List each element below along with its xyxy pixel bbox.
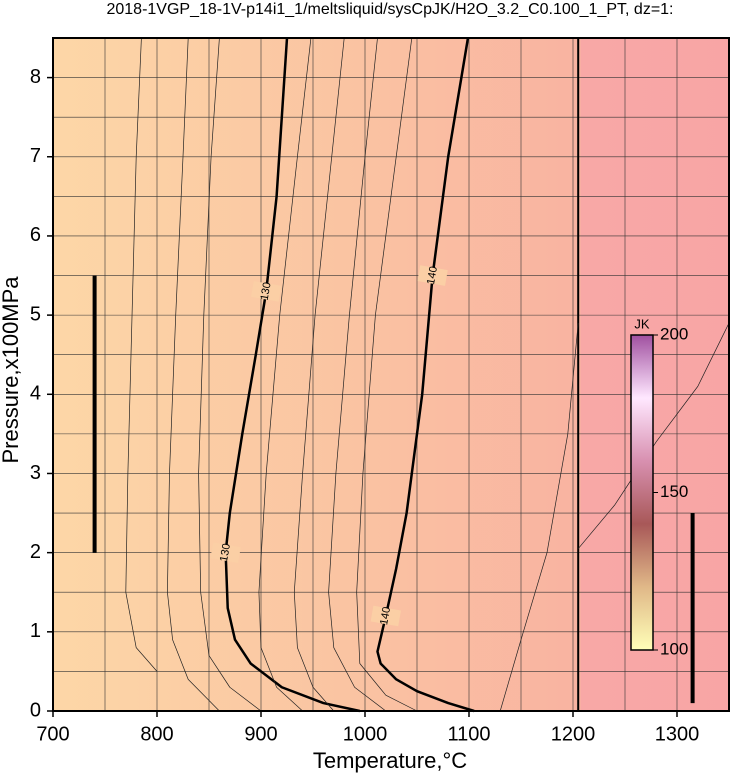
y-tick-label: 0 [30,699,41,721]
x-tick-label: 1200 [551,723,596,745]
contour-label: 140 [425,265,440,285]
y-tick-label: 3 [30,462,41,484]
x-tick-label: 700 [36,723,69,745]
y-tick-label: 2 [30,541,41,563]
x-tick-label: 1300 [655,723,700,745]
plot-frame [52,37,730,712]
contour-label-bg [210,542,241,563]
contour-line [499,323,579,712]
y-axis-label: Pressure,x100MPa [0,276,23,464]
contour-line [224,37,361,713]
contour-label-group: 130 [251,281,282,302]
contour-line [293,37,345,712]
x-tick-label: 900 [244,723,277,745]
y-tick-label: 5 [30,303,41,325]
colorbar-label: JK [634,316,650,331]
y-tick-label: 4 [30,383,41,405]
colorbar [630,334,654,651]
contour-line [577,322,730,549]
contour-line [328,37,387,712]
x-tick-label: 1000 [343,723,388,745]
contour-label-bg [370,605,401,627]
y-tick-label: 1 [30,620,41,642]
y-tick-label: 8 [30,66,41,88]
y-tick-label: 7 [30,145,41,167]
y-tick-label: 6 [30,224,41,246]
contour-label-group: 140 [370,605,401,627]
x-tick-label: 1100 [447,723,490,745]
contour-label: 130 [218,543,233,563]
x-axis-label: Temperature,°C [313,748,467,773]
x-tick-label: 800 [140,723,173,745]
contour-line [356,37,418,712]
contour-label-group: 140 [417,265,448,286]
colorbar-tick-label: 100 [660,639,688,658]
chart-title: 2018-1VGP_18-1V-p14i1_1/meltsliquid/sysC… [106,1,673,18]
colorbar-tick-label: 150 [660,482,688,501]
contour-label: 140 [378,606,393,626]
contour-label-bg [251,281,282,302]
colorbar-tick-label: 200 [660,324,688,343]
contour-line [125,37,158,672]
contour-label: 130 [259,281,274,301]
contour-line [198,37,262,712]
contour-line [167,37,220,712]
plot-background [53,38,729,711]
contour-label-group: 130 [210,542,241,563]
contour-line [258,37,312,712]
contour-label-bg [417,265,448,286]
